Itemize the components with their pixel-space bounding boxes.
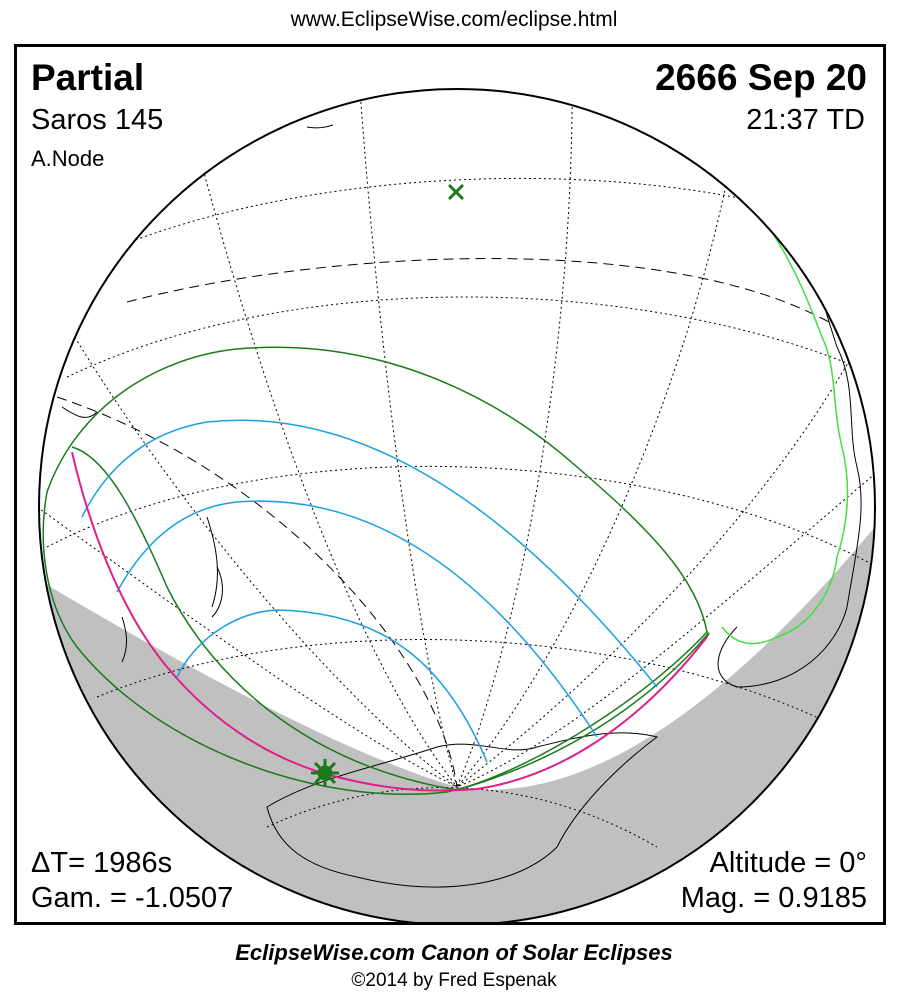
eclipse-time: 21:37 TD [746,104,865,136]
globe-map [38,88,876,922]
max-eclipse-line [71,451,708,792]
penumbral-limit-inner [71,446,710,791]
night-shade [39,517,875,922]
gamma-value: Gam. = -1.0507 [31,882,234,914]
magnitude-value: Mag. = 0.9185 [680,882,867,914]
magnitude-curves [81,419,658,763]
penumbral-limit-outer [42,346,708,796]
node-label: A.Node [31,146,105,171]
sun-star-icon [311,759,339,787]
source-url: www.EclipseWise.com/eclipse.html [290,8,618,31]
delta-t: ΔT= 1986s [31,847,173,879]
eclipse-date: 2666 Sep 20 [655,57,867,98]
terminator-lines [56,258,868,788]
footer-title: EclipseWise.com Canon of Solar Eclipses [235,940,673,965]
footer-copyright: ©2014 by Fred Espenak [351,970,557,991]
eclipse-type: Partial [31,57,145,98]
altitude-value: Altitude = 0° [709,847,867,879]
globe-outline [38,88,876,922]
graticule [39,89,875,848]
x-mark-icon [447,183,465,201]
eclipse-map-frame: Partial Saros 145 A.Node 2666 Sep 20 21:… [14,44,886,925]
saros-number: Saros 145 [31,104,164,136]
